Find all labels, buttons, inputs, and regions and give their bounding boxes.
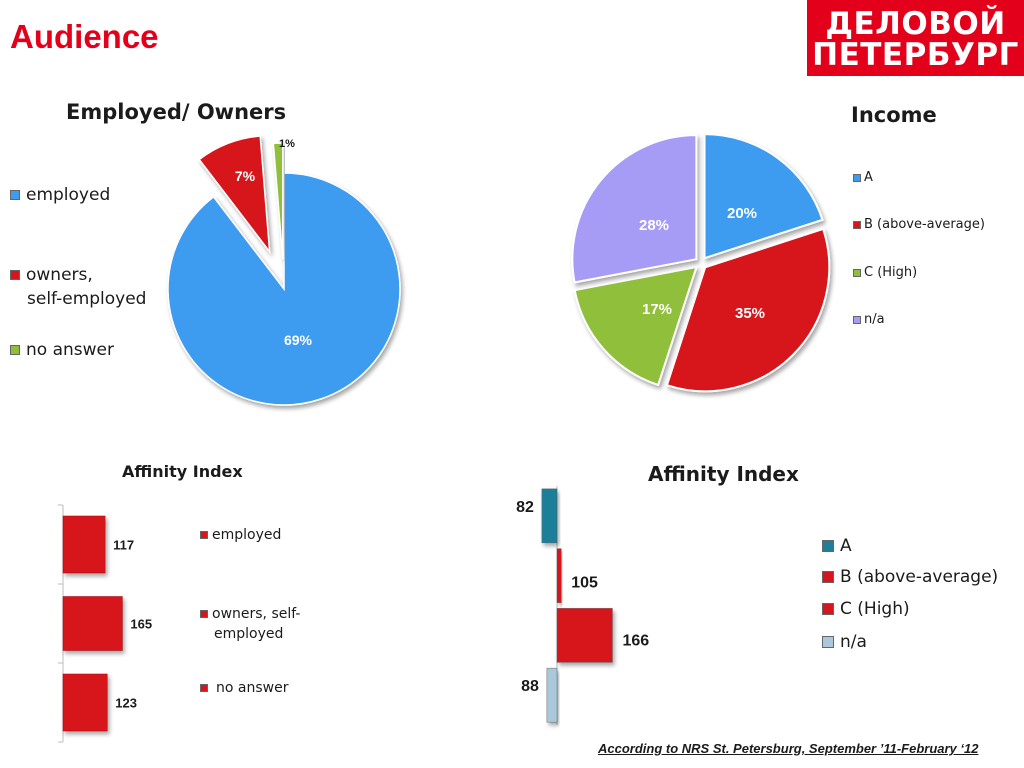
legend-label: n/a [840,632,867,652]
page-title: Audience [10,18,159,55]
legend-swatch-red [822,571,834,583]
legend-swatch-red [10,270,20,280]
pie-slice-b-above-average [665,227,831,393]
legend-label: C (High) [864,265,918,280]
legend-income-na: n/a [853,312,885,327]
affinity-employment-bars: 117 165 123 [58,504,152,743]
legend-label: employed [214,626,284,642]
affinity-income-bars: 82 105 166 88 [516,486,649,725]
legend-label: self-employed [27,289,147,309]
legend-aff-income-c: C (High) [822,599,910,619]
bar-value-label: 123 [115,696,137,711]
legend-swatch-red [200,531,208,539]
bar-value-label: 88 [521,678,539,695]
logo-line-1: ДЕЛОВОЙ [825,6,1006,42]
income-pie-title: Income [851,103,937,127]
pie-slice-label: 1% [279,138,295,150]
legend-income-a: A [853,170,873,185]
legend-income-c: C (High) [853,265,917,280]
legend-aff-owners: owners, self- employed [200,604,300,644]
legend-label: B (above-average) [840,567,999,587]
legend-swatch-green [853,268,861,277]
legend-aff-income-a: A [822,536,852,556]
legend-label: C (High) [840,599,910,619]
legend-label: A [864,170,873,185]
legend-aff-income-b: B (above-average) [822,567,998,587]
pie-slice-shape [272,142,284,260]
brand-logo: ДЕЛОВОЙ ПЕТЕРБУРГ [807,0,1024,76]
bar-a [541,488,558,544]
legend-aff-income-na: n/a [822,632,867,652]
legend-swatch-red [853,220,861,229]
bar-owners-self-employed [62,596,123,651]
legend-label: owners, self- [212,606,301,622]
legend-label: n/a [864,312,885,327]
logo-line-2: ПЕТЕРБУРГ [812,37,1019,73]
pie-slice-n-a [571,134,698,284]
legend-aff-no-answer: no answer [200,680,288,696]
bar-value-label: 166 [622,632,649,649]
legend-swatch-blue [853,173,861,182]
affinity-income-title: Affinity Index [648,462,799,486]
legend-label: no answer [26,340,114,360]
legend-swatch-red [200,684,208,692]
bar-c-high [556,608,613,663]
bar-b-above-average [556,548,562,603]
pie-slice-shape [703,133,824,260]
pie-slice-shape [573,265,698,387]
pie-slice-a [703,133,824,260]
pie-slice-label: 20% [727,205,757,222]
pie-slice-label: 69% [284,332,313,348]
pie-slice-no-answer [272,142,284,260]
bar-no-answer [62,673,108,732]
legend-owners: owners, self-employed [10,263,146,311]
pie-slice-employed [167,172,401,406]
bar-value-label: 105 [571,575,598,592]
legend-swatch-green [10,345,20,355]
legend-label: employed [26,185,111,205]
legend-swatch-red [200,610,208,618]
affinity-employment-title: Affinity Index [122,462,243,481]
legend-swatch-teal [822,540,834,552]
bar-n-a [546,667,558,723]
pie-slice-shape [167,172,401,406]
employed-pie-title: Employed/ Owners [66,100,287,124]
employed-pie: 69% 7% 1% [167,135,401,406]
legend-swatch-blue [10,190,20,200]
bar-value-label: 117 [113,538,134,553]
income-pie: 20% 35% 17% 28% [571,133,831,393]
pie-slice-label: 7% [235,168,256,184]
legend-swatch-red [822,603,834,615]
bar-value-label: 82 [516,499,534,516]
legend-label: owners, [26,265,93,285]
footnote: According to NRS St. Petersburg, Septemb… [598,741,979,756]
legend-label: no answer [216,680,289,696]
legend-swatch-lavender [853,315,861,324]
pie-slice-label: 28% [639,217,669,234]
legend-aff-employed: employed [200,527,281,543]
bar-value-label: 165 [130,617,152,632]
bar-employed [62,515,106,574]
legend-label: B (above-average) [864,217,985,232]
pie-slice-owners-self-employed [198,135,271,255]
legend-swatch-light-blue [822,636,834,648]
legend-label: employed [212,527,282,543]
pie-slice-label: 35% [735,305,765,322]
legend-no-answer: no answer [10,340,114,360]
legend-income-b: B (above-average) [853,217,985,232]
legend-employed: employed [10,185,110,205]
pie-slice-label: 17% [642,301,672,318]
pie-slice-shape [571,134,698,284]
pie-slice-shape [198,135,271,255]
pie-slice-shape [665,227,831,393]
pie-slice-c-high [573,265,698,387]
legend-label: A [840,536,852,556]
